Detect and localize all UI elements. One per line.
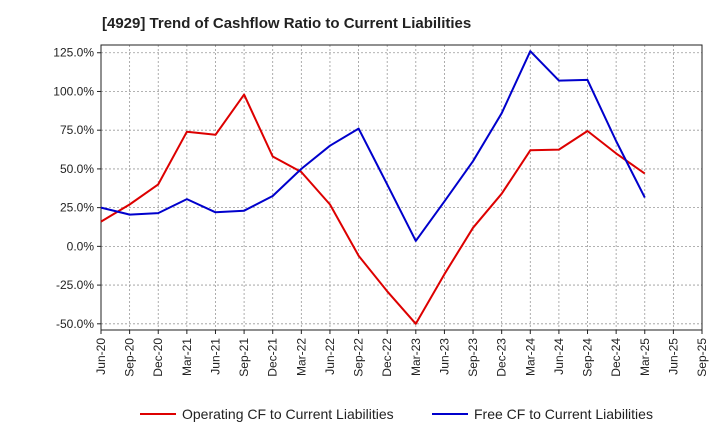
- series-line-2: [100, 50, 646, 242]
- legend-label-2: Free CF to Current Liabilities: [474, 406, 653, 422]
- x-tick-label: Mar-21: [180, 338, 194, 376]
- y-axis-ticks: 125.0% 100.0% 75.0% 50.0% 25.0% 0.0% -25.0% -50…: [53, 46, 101, 331]
- x-tick-label: Jun-25: [666, 338, 680, 375]
- y-tick-label: 100.0%: [53, 84, 94, 98]
- y-tick-label: -50.0%: [56, 317, 94, 331]
- x-axis-ticks: Jun-20 Sep-20 Dec-20 Mar-21 Jun-21 Sep-21 Dec-…: [94, 330, 709, 377]
- x-tick-label: Sep-24: [581, 338, 595, 377]
- x-tick-label: Mar-24: [523, 338, 537, 376]
- y-tick-label: 25.0%: [60, 201, 94, 215]
- y-tick-label: 0.0%: [67, 239, 95, 253]
- x-tick-label: Dec-21: [266, 338, 280, 377]
- plot-area-border: [100, 44, 703, 331]
- y-tick-label: 75.0%: [60, 123, 94, 137]
- x-tick-label: Jun-21: [208, 338, 222, 375]
- x-tick-label: Mar-25: [638, 338, 652, 376]
- x-tick-label: Sep-21: [237, 338, 251, 377]
- x-tick-label: Jun-24: [552, 338, 566, 375]
- legend: Operating CF to Current Liabilities Free …: [140, 406, 653, 422]
- x-tick-label: Jun-20: [94, 338, 108, 375]
- x-tick-label: Dec-22: [380, 338, 394, 377]
- x-tick-label: Sep-22: [352, 338, 366, 377]
- y-tick-label: 125.0%: [53, 46, 94, 60]
- x-tick-label: Mar-23: [409, 338, 423, 376]
- series-line-1: [100, 93, 646, 325]
- y-tick-label: -25.0%: [56, 278, 94, 292]
- x-tick-label: Dec-20: [151, 338, 165, 377]
- x-tick-label: Sep-20: [123, 338, 137, 377]
- legend-label-1: Operating CF to Current Liabilities: [182, 406, 394, 422]
- chart-title: [4929] Trend of Cashflow Ratio to Curren…: [102, 15, 472, 32]
- x-tick-label: Sep-25: [695, 338, 709, 377]
- x-tick-label: Mar-22: [294, 338, 308, 376]
- x-tick-label: Sep-23: [466, 338, 480, 377]
- x-tick-label: Dec-24: [609, 338, 623, 377]
- x-tick-label: Jun-22: [323, 338, 337, 375]
- x-tick-label: Jun-23: [437, 338, 451, 375]
- x-tick-label: Dec-23: [495, 338, 509, 377]
- y-tick-label: 50.0%: [60, 162, 94, 176]
- gridlines: [100, 45, 703, 330]
- series-lines: [100, 50, 646, 325]
